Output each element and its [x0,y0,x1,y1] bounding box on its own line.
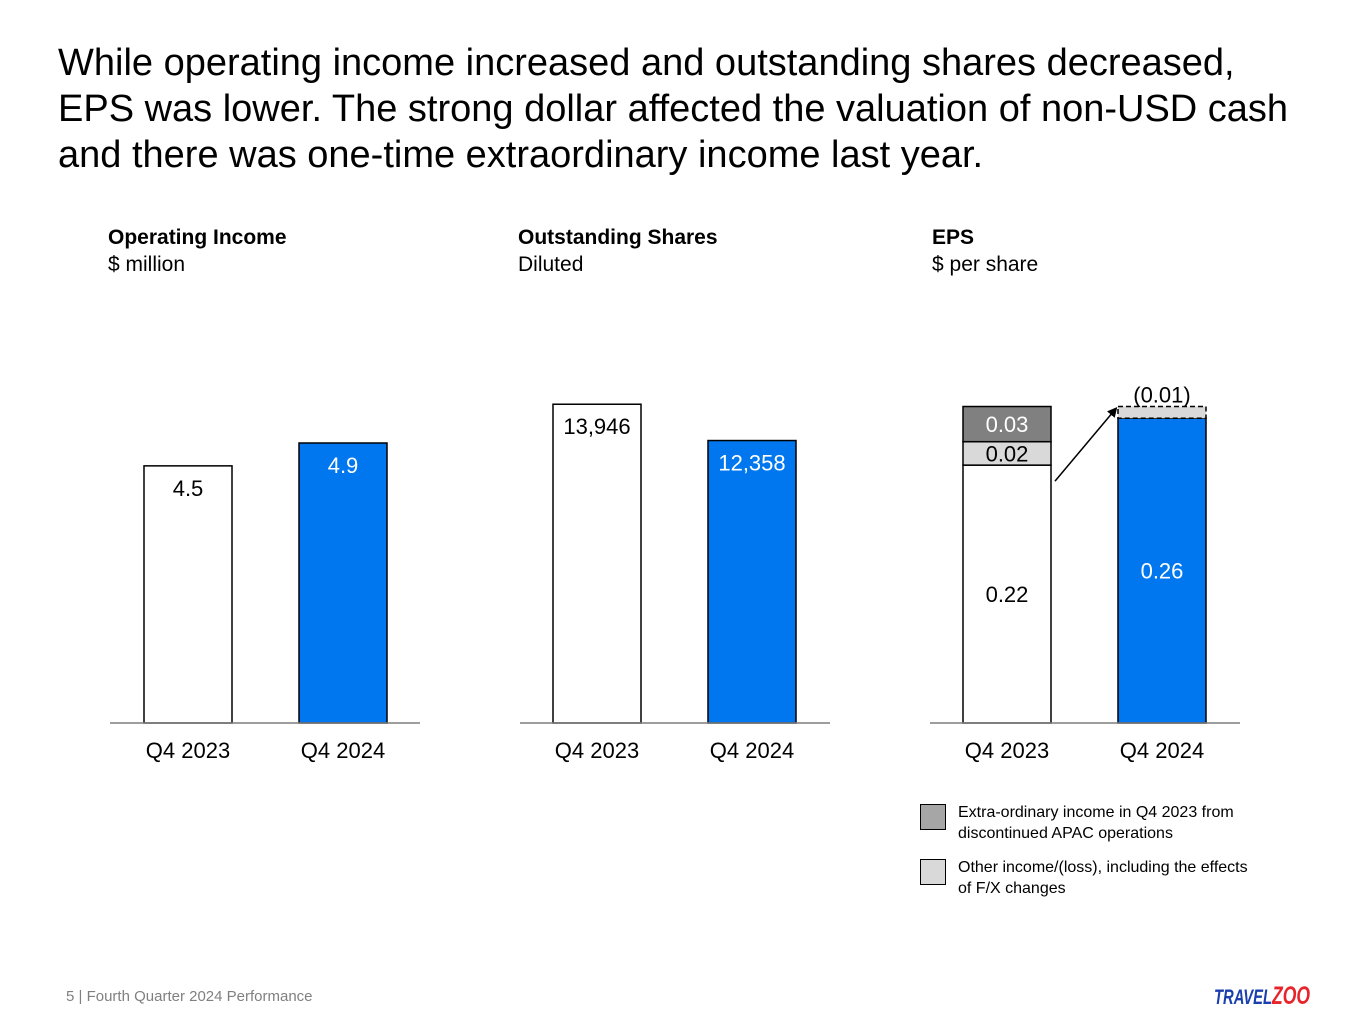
data-label: 0.03 [986,412,1029,437]
chart-title: EPS [932,226,975,249]
page-number: 5 [66,988,75,1005]
data-label: 0.02 [986,441,1029,466]
bar-segment [1117,417,1207,724]
travelzoo-logo-icon: TRAVEL ZOO [1214,982,1310,1010]
legend-item-extraordinary: Extra-ordinary income in Q4 2023 from di… [920,802,1248,844]
svg-text:TRAVEL: TRAVEL [1214,986,1272,1009]
x-tick-label: Q4 2024 [710,738,794,763]
legend-item-other-income: Other income/(loss), including the effec… [920,857,1248,899]
x-tick-label: Q4 2023 [146,738,230,763]
chart-title: Operating Income [108,226,287,249]
legend-swatch [920,804,946,830]
arrow-connector [1054,406,1118,482]
operating-income-title-block: Operating Income $ million [108,224,287,278]
page-title: While operating income increased and out… [58,42,1289,176]
legend-label: Other income/(loss), including the effec… [958,859,1248,897]
data-label: 4.9 [328,453,359,478]
legend-swatch [920,859,946,885]
data-label: (0.01) [1133,383,1190,408]
footer-separator: | [74,988,87,1005]
footer-text: Fourth Quarter 2024 Performance [86,988,313,1005]
data-label: 13,946 [563,414,630,439]
outstanding-shares-title-block: Outstanding Shares Diluted [518,224,718,278]
footer: 5 | Fourth Quarter 2024 Performance [66,988,313,1005]
bar-segment [962,464,1052,724]
data-label: 12,358 [718,451,785,476]
chart-subtitle: $ million [108,253,186,276]
bar-segment [962,405,1052,443]
svg-text:ZOO: ZOO [1271,982,1310,1010]
x-tick-label: Q4 2024 [1120,738,1204,763]
chart-subtitle: Diluted [518,253,584,276]
data-label: 0.22 [986,582,1029,607]
bar [552,403,642,724]
eps-title-block: EPS $ per share [932,224,1038,278]
x-tick-label: Q4 2023 [555,738,639,763]
bar-segment-negative [1117,405,1207,419]
bar [707,439,797,724]
x-tick-label: Q4 2023 [965,738,1049,763]
chart-title: Outstanding Shares [518,226,718,249]
x-tick-label: Q4 2024 [301,738,385,763]
bar [298,442,388,724]
legend-label: Extra-ordinary income in Q4 2023 from di… [958,804,1234,842]
data-label: 4.5 [173,476,204,501]
data-label: 0.26 [1141,559,1184,584]
bar [143,465,233,724]
chart-subtitle: $ per share [932,253,1039,276]
